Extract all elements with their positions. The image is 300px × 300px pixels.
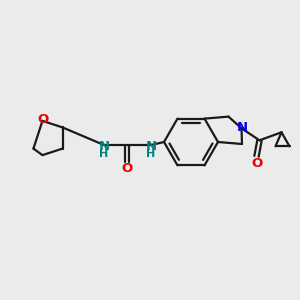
Text: N: N [98, 140, 110, 152]
Text: O: O [38, 113, 49, 126]
Text: O: O [251, 157, 262, 170]
Text: H: H [146, 149, 156, 159]
Text: N: N [146, 140, 157, 152]
Text: O: O [122, 161, 133, 175]
Text: N: N [237, 121, 248, 134]
Text: H: H [99, 149, 109, 159]
